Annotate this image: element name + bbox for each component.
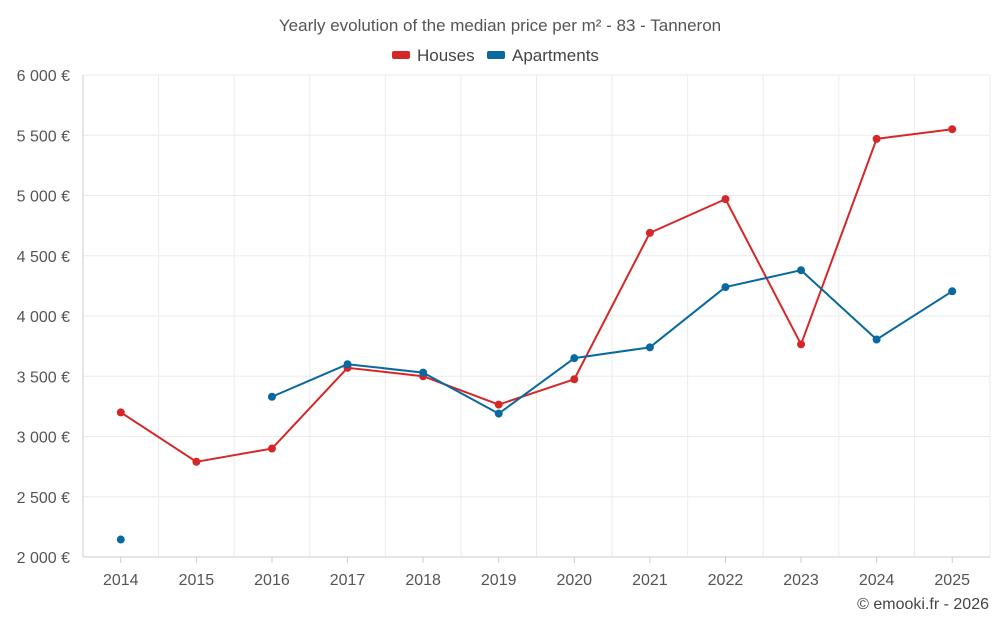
legend-label-houses: Houses bbox=[417, 46, 475, 65]
x-tick-label: 2023 bbox=[783, 572, 819, 589]
series-apartments bbox=[116, 266, 957, 544]
x-tick-label: 2017 bbox=[330, 572, 366, 589]
series bbox=[116, 125, 957, 544]
data-point-houses-2023[interactable] bbox=[797, 340, 806, 349]
legend-item-apartments[interactable]: Apartments bbox=[487, 46, 599, 65]
chart-title: Yearly evolution of the median price per… bbox=[279, 16, 721, 35]
x-tick-label: 2020 bbox=[556, 572, 592, 589]
y-tick-label: 6 000 € bbox=[17, 68, 70, 85]
data-point-houses-2024[interactable] bbox=[872, 134, 881, 143]
y-tick-label: 3 000 € bbox=[17, 430, 70, 447]
data-point-apartments-2022[interactable] bbox=[721, 283, 730, 292]
y-tick-label: 4 500 € bbox=[17, 249, 70, 266]
data-point-houses-2025[interactable] bbox=[948, 125, 957, 134]
y-tick-label: 5 000 € bbox=[17, 189, 70, 206]
data-point-houses-2016[interactable] bbox=[267, 444, 276, 453]
data-point-apartments-2014[interactable] bbox=[116, 535, 125, 544]
data-point-apartments-2020[interactable] bbox=[570, 354, 579, 363]
x-tick-label: 2016 bbox=[254, 572, 290, 589]
x-tick-label: 2019 bbox=[481, 572, 517, 589]
axes bbox=[82, 75, 990, 558]
legend-swatch-houses bbox=[392, 51, 410, 59]
data-point-houses-2019[interactable] bbox=[494, 400, 503, 409]
credit-text: © emooki.fr - 2026 bbox=[857, 596, 989, 613]
data-point-apartments-2019[interactable] bbox=[494, 409, 503, 418]
legend-swatch-apartments bbox=[487, 51, 505, 59]
data-point-houses-2022[interactable] bbox=[721, 195, 730, 204]
y-axis-ticks: 2 000 € 2 500 € 3 000 € 3 500 € 4 000 € 4 500… bbox=[17, 68, 70, 567]
legend: Houses Apartments bbox=[392, 46, 599, 65]
data-point-apartments-2021[interactable] bbox=[645, 343, 654, 352]
data-point-apartments-2016[interactable] bbox=[267, 392, 276, 401]
legend-item-houses[interactable]: Houses bbox=[392, 46, 475, 65]
legend-label-apartments: Apartments bbox=[512, 46, 599, 65]
x-axis-ticks: 2014 2015 2016 2017 2018 2019 2020 2021 2022 2023… bbox=[103, 557, 970, 589]
y-tick-label: 2 500 € bbox=[17, 490, 70, 507]
data-point-apartments-2018[interactable] bbox=[419, 368, 428, 377]
x-tick-label: 2018 bbox=[405, 572, 441, 589]
series-line-apartments bbox=[271, 269, 953, 415]
x-tick-label: 2022 bbox=[708, 572, 744, 589]
y-tick-label: 2 000 € bbox=[17, 550, 70, 567]
x-tick-label: 2014 bbox=[103, 572, 139, 589]
x-tick-label: 2024 bbox=[859, 572, 895, 589]
x-tick-label: 2015 bbox=[179, 572, 215, 589]
data-point-apartments-2017[interactable] bbox=[343, 360, 352, 369]
series-line-houses bbox=[120, 128, 953, 463]
data-point-houses-2014[interactable] bbox=[116, 408, 125, 417]
data-point-apartments-2023[interactable] bbox=[797, 266, 806, 275]
data-point-houses-2015[interactable] bbox=[192, 457, 201, 466]
data-point-apartments-2025[interactable] bbox=[948, 287, 957, 296]
x-tick-label: 2025 bbox=[934, 572, 970, 589]
y-tick-label: 5 500 € bbox=[17, 128, 70, 145]
data-point-houses-2020[interactable] bbox=[570, 375, 579, 384]
data-point-apartments-2024[interactable] bbox=[872, 335, 881, 344]
data-point-houses-2021[interactable] bbox=[645, 228, 654, 237]
y-tick-label: 3 500 € bbox=[17, 369, 70, 386]
grid bbox=[83, 74, 991, 557]
y-tick-label: 4 000 € bbox=[17, 309, 70, 326]
x-tick-label: 2021 bbox=[632, 572, 668, 589]
